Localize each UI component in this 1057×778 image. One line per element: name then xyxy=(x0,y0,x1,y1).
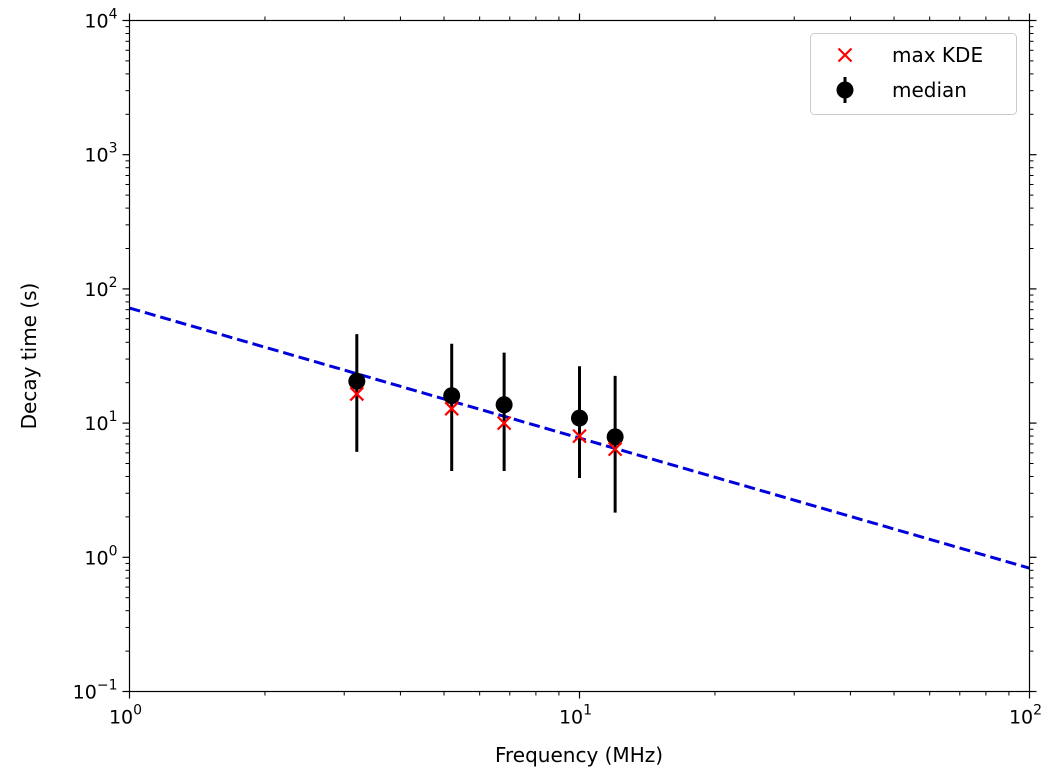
x-tick-label: 102 xyxy=(1009,703,1042,729)
plot-area xyxy=(128,19,1031,693)
y-tick-label: 104 xyxy=(84,7,117,33)
median-point xyxy=(443,387,461,405)
median-point xyxy=(348,372,366,390)
plot-frame xyxy=(129,20,1030,692)
x-tick-label: 100 xyxy=(109,703,142,729)
y-tick-label: 102 xyxy=(84,275,117,301)
legend-marker-median xyxy=(836,81,854,99)
median-point xyxy=(606,428,624,446)
max-kde-stroke xyxy=(349,386,365,402)
y-tick-label: 10−1 xyxy=(73,678,118,704)
legend-label: median xyxy=(892,78,967,102)
max-kde-stroke xyxy=(444,401,459,416)
median-point xyxy=(571,409,588,427)
y-tick-label: 103 xyxy=(84,141,117,167)
max-kde-point xyxy=(607,441,623,457)
legend-label: max KDE xyxy=(892,43,983,67)
y-axis-label: Decay time (s) xyxy=(17,283,41,430)
x-tick-label: 101 xyxy=(559,703,592,729)
data-layer xyxy=(129,306,1030,570)
max-kde-point xyxy=(444,401,459,416)
max-kde-point xyxy=(496,415,512,431)
max-kde-stroke xyxy=(496,415,512,431)
max-kde-stroke xyxy=(607,441,623,457)
legend-marker-max-kde xyxy=(837,47,853,63)
y-tick-label: 100 xyxy=(84,543,117,569)
y-tick-label: 101 xyxy=(84,409,117,435)
max-kde-point xyxy=(572,428,587,444)
legend: max KDE median xyxy=(810,33,1017,115)
max-kde-stroke xyxy=(572,428,587,444)
median-point xyxy=(495,396,513,414)
max-kde-point xyxy=(349,386,365,402)
x-axis-label: Frequency (MHz) xyxy=(495,743,663,767)
legend-marker-stroke xyxy=(837,47,853,63)
legend-box xyxy=(810,33,1017,115)
